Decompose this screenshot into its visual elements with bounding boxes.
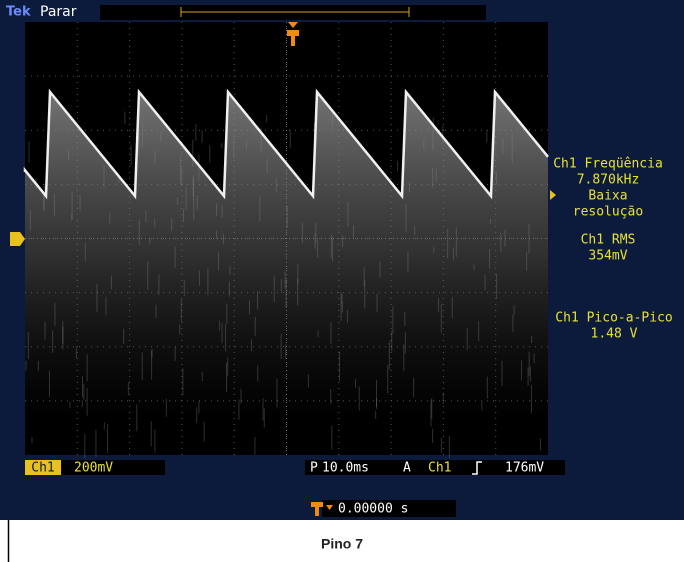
- measurement-value: 1.48 V: [591, 327, 638, 342]
- measurement-value: 7.870kHz: [577, 173, 640, 188]
- measurement-note: Baixa: [588, 189, 627, 204]
- measurement-note: resolução: [573, 205, 643, 220]
- channel: Ch1: [31, 461, 54, 476]
- trigger-level: 176mV: [505, 461, 544, 476]
- scope-screenshot: Tek Parar Ch1 Freqüência 7.870kHz Baixa …: [0, 0, 684, 562]
- status[interactable]: Parar: [40, 4, 77, 20]
- measurement-label: Ch1 RMS: [581, 233, 636, 248]
- timebase: 10.0ms: [322, 461, 369, 476]
- measurement-label: Ch1 Pico-a-Pico: [555, 311, 672, 326]
- trigger-source: Ch1: [428, 461, 451, 476]
- measurement-label: Ch1 Freqüência: [553, 157, 663, 172]
- measurement-value: 354mV: [588, 249, 627, 264]
- brand: Tek: [6, 5, 31, 20]
- trigger-position: 0.00000 s: [338, 502, 408, 517]
- horizontal-label: P: [310, 461, 318, 476]
- scale: 200mV: [74, 461, 113, 476]
- trigger-label: A: [403, 461, 411, 476]
- caption: Pino 7: [321, 536, 363, 552]
